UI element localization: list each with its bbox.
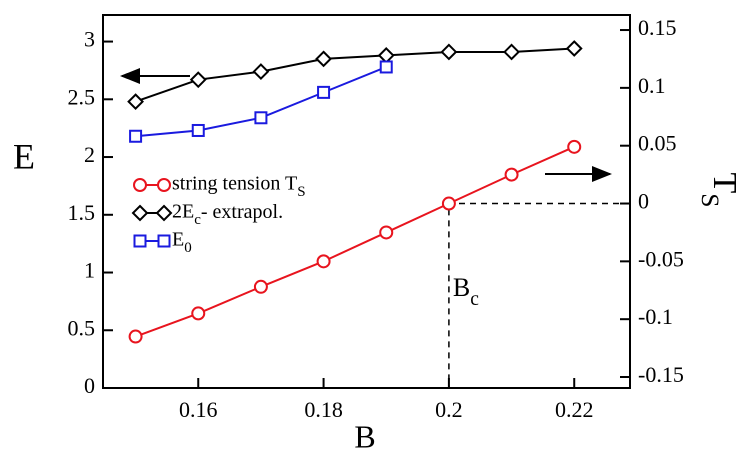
point [565,40,583,57]
point [503,43,520,61]
legend-marker [133,234,147,248]
point [316,254,331,269]
y-tick-label: 1 [84,258,95,283]
point [128,329,143,344]
y-tick-label: 0 [84,373,95,398]
y-tick-label: 2.5 [68,84,96,109]
y2-tick-label: -0.15 [638,362,684,387]
x-tick-label: 0.2 [435,397,463,422]
legend-marker [133,178,147,192]
y-tick-label: 3 [84,27,95,52]
y-axis-label: E [13,136,35,176]
series-line [135,145,575,338]
legend-label: string tension TS [172,173,306,201]
point [191,123,205,137]
y-tick-label: 1.5 [68,200,96,225]
x-tick-label: 0.22 [555,397,594,422]
y2-tick-label: 0.05 [638,131,677,156]
y2-tick-label: 0 [638,189,649,214]
legend-label: E0 [172,229,192,257]
point [379,60,393,74]
legend-marker [155,204,173,222]
point [379,225,394,240]
point [504,167,519,182]
point [441,196,456,211]
y-tick-label: 0.5 [68,315,96,340]
point [253,279,268,294]
point [127,93,144,111]
x-tick-label: 0.16 [179,397,218,422]
plot-frame [102,14,631,389]
y2-axis-label: TS [696,173,744,208]
point [252,63,270,80]
legend-marker [157,178,171,192]
legend-label: 2Ec- extrapol. [172,201,283,229]
point [129,129,143,143]
point [317,85,331,99]
series-line [135,47,575,103]
point [377,47,395,64]
point [440,43,458,61]
y-tick-label: 2 [84,142,95,167]
point [189,71,207,89]
legend-marker [157,234,171,248]
point [254,111,268,125]
y2-tick-label: -0.1 [638,304,673,329]
x-axis-label: B [354,418,375,454]
x-tick-label: 0.18 [304,397,343,422]
y2-tick-label: -0.05 [638,246,684,271]
y2-tick-label: 0.1 [638,73,666,98]
point [567,139,582,154]
point [191,306,206,321]
point [315,50,332,68]
legend-marker [131,204,149,222]
y2-tick-label: 0.15 [638,15,677,40]
annotation: Bc [453,273,479,310]
